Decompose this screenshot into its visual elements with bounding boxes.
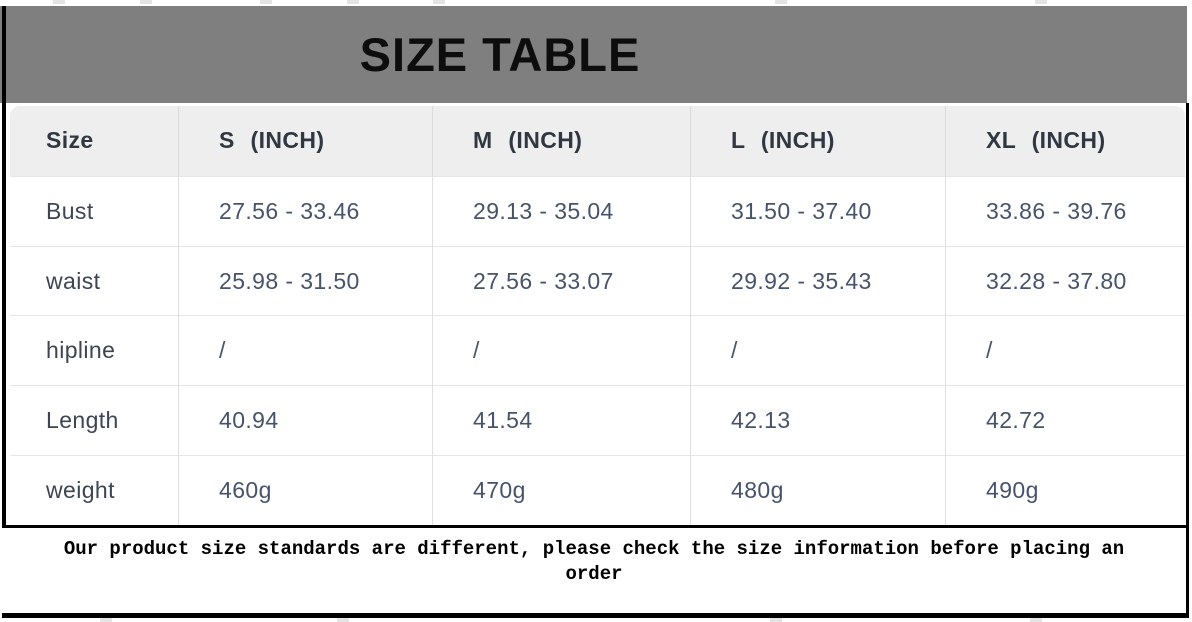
table-row: Length 40.94 41.54 42.13 42.72 [10, 385, 1185, 456]
size-value-cell: 32.28 - 37.80 [945, 245, 1185, 316]
size-value-cell: / [432, 315, 690, 386]
size-value-cell: 27.56 - 33.46 [178, 175, 432, 246]
size-value-cell: 25.98 - 31.50 [178, 245, 432, 316]
size-table: Size S (INCH) M (INCH) L (INCH) XL (INCH) Bus… [10, 106, 1185, 525]
registration-mark [100, 618, 112, 622]
size-value-cell: 470g [432, 455, 690, 525]
size-value-cell: 33.86 - 39.76 [945, 175, 1185, 246]
registration-mark [347, 0, 359, 4]
size-value-cell: 41.54 [432, 385, 690, 456]
registration-mark [770, 618, 782, 622]
row-label-cell: Length [10, 385, 178, 455]
size-value-cell: 27.56 - 33.07 [432, 245, 690, 316]
title-banner: SIZE TABLE [0, 6, 1187, 103]
registration-mark [433, 0, 445, 4]
row-label-cell: hipline [10, 315, 178, 385]
size-value-cell: / [690, 315, 945, 386]
size-value-cell: 29.13 - 35.04 [432, 175, 690, 246]
row-label-cell: waist [10, 245, 178, 316]
column-header: Size [46, 127, 94, 154]
size-value-cell: 42.13 [690, 385, 945, 456]
size-value-cell: 31.50 - 37.40 [690, 175, 945, 246]
registration-mark [140, 0, 152, 4]
column-header: S (INCH) [178, 106, 432, 176]
table-row: waist 25.98 - 31.50 27.56 - 33.07 29.92 - 3… [10, 245, 1185, 316]
size-value-cell: 480g [690, 455, 945, 525]
size-value-cell: 490g [945, 455, 1185, 525]
table-row: weight 460g 470g 480g 490g [10, 455, 1185, 525]
size-value-cell: / [178, 315, 432, 386]
size-value-cell: 42.72 [945, 385, 1185, 456]
registration-mark [1035, 0, 1047, 4]
frame-border-right [1186, 103, 1189, 618]
table-row: Bust 27.56 - 33.46 29.13 - 35.04 31.50 - 37… [10, 175, 1185, 246]
column-header: XL (INCH) [945, 106, 1185, 176]
size-value-cell: 29.92 - 35.43 [690, 245, 945, 316]
column-header: L (INCH) [690, 106, 945, 176]
table-header-row: Size S (INCH) M (INCH) L (INCH) XL (INCH) [10, 106, 1185, 176]
registration-mark [337, 618, 349, 622]
registration-mark [775, 0, 787, 4]
registration-mark [53, 0, 65, 4]
row-label-cell: Bust [10, 175, 178, 246]
footer-note: Our product size standards are different… [2, 525, 1189, 618]
row-label-cell: weight [10, 455, 178, 525]
size-value-cell: / [945, 315, 1185, 386]
page-title: SIZE TABLE [359, 28, 641, 81]
table-row: hipline / / / / [10, 315, 1185, 386]
frame-border-left [2, 6, 6, 618]
size-value-cell: 460g [178, 455, 432, 525]
registration-mark [1030, 618, 1042, 622]
column-header: M (INCH) [432, 106, 690, 176]
registration-mark [260, 0, 272, 4]
size-value-cell: 40.94 [178, 385, 432, 456]
